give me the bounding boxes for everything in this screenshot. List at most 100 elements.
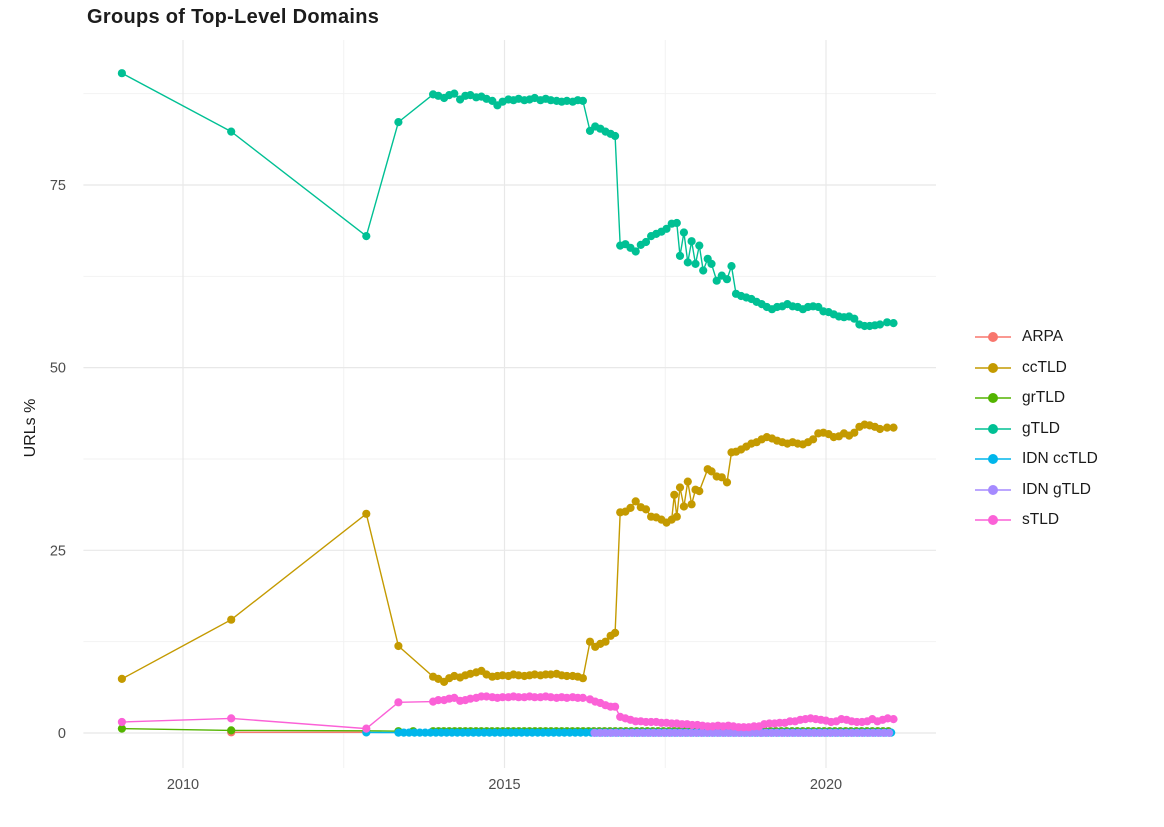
series-line [121, 423, 894, 683]
y-tick-label: 0 [58, 726, 66, 742]
data-point [394, 641, 403, 651]
legend-label: IDN ccTLD [1022, 450, 1098, 468]
legend-item-stld: sTLD [974, 505, 1098, 536]
x-tick-label: 2015 [488, 777, 520, 793]
data-point [672, 512, 681, 521]
data-point [675, 251, 685, 260]
data-point [707, 467, 716, 476]
series-stld [117, 692, 898, 733]
data-point [631, 497, 640, 506]
y-tick-label: 25 [50, 543, 66, 559]
legend-key-dot [988, 484, 998, 495]
data-point [875, 424, 885, 434]
data-point [611, 628, 620, 638]
data-point [562, 671, 572, 681]
data-point [530, 693, 539, 702]
data-point [362, 724, 371, 733]
legend-key-icon [975, 362, 1011, 373]
data-point [670, 490, 679, 499]
legend-label: sTLD [1022, 511, 1060, 529]
series-cctld [117, 420, 898, 687]
legend-key-icon [975, 393, 1011, 404]
data-point [691, 259, 700, 268]
legend-key-dot [988, 423, 998, 434]
data-point [672, 218, 681, 228]
data-point [883, 423, 892, 432]
legend-label: IDN gTLD [1022, 480, 1091, 498]
legend-item-arpa: ARPA [974, 322, 1098, 353]
data-point [362, 509, 371, 518]
data-point [885, 728, 894, 738]
data-point [498, 693, 507, 702]
data-point [699, 266, 708, 275]
data-point [683, 258, 692, 267]
data-point [227, 726, 236, 735]
data-point [850, 428, 859, 437]
data-point [727, 262, 736, 271]
legend-item-grtld: grTLD [974, 383, 1098, 414]
data-point [809, 435, 818, 444]
legend-item-idn-cctld: IDN ccTLD [974, 444, 1098, 475]
legend-item-cctld: ccTLD [974, 353, 1098, 384]
series-gtld [117, 69, 898, 331]
data-point [578, 96, 588, 105]
legend-key-icon [975, 515, 1011, 526]
data-point [578, 674, 588, 683]
data-point [695, 241, 704, 250]
data-point [722, 275, 732, 284]
data-point [227, 615, 236, 624]
data-point [117, 717, 126, 727]
data-point [631, 247, 640, 256]
data-point [450, 89, 459, 98]
data-point [675, 483, 685, 492]
data-point [434, 696, 443, 705]
data-point [662, 224, 671, 233]
data-point [683, 477, 692, 486]
data-point [227, 127, 236, 136]
legend-label: ARPA [1022, 328, 1064, 346]
legend-key-dot [988, 393, 998, 404]
y-tick-label: 75 [50, 178, 66, 194]
x-tick-label: 2020 [810, 777, 842, 793]
data-point [687, 237, 696, 246]
series-line [121, 72, 894, 327]
legend-key-dot [988, 515, 998, 526]
legend-label: ccTLD [1022, 358, 1067, 376]
data-point [889, 423, 898, 432]
data-point [722, 478, 732, 487]
legend-key-icon [975, 484, 1011, 495]
data-point [641, 237, 651, 247]
series-idn-gtld [590, 728, 894, 738]
data-point [687, 500, 696, 509]
legend-key-dot [988, 332, 998, 343]
data-point [394, 698, 403, 707]
data-point [889, 319, 898, 328]
data-point [601, 637, 610, 646]
data-point [695, 487, 704, 496]
data-point [611, 131, 620, 141]
legend-label: gTLD [1022, 419, 1060, 437]
legend-item-idn-gtld: IDN gTLD [974, 475, 1098, 506]
data-point [117, 724, 126, 733]
data-point [626, 503, 635, 512]
data-point [514, 693, 523, 702]
legend: ARPA ccTLD grTLD gTLD IDN ccTLD IDN gTLD… [974, 322, 1098, 536]
legend-item-gtld: gTLD [974, 414, 1098, 445]
data-point [578, 693, 588, 703]
data-point [712, 276, 721, 285]
legend-key-dot [988, 362, 998, 373]
series-arpa [227, 728, 371, 737]
data-point [883, 318, 892, 327]
legend-key-icon [975, 332, 1011, 343]
chart-title: Groups of Top-Level Domains [87, 6, 380, 28]
data-point [117, 69, 126, 78]
data-point [641, 505, 651, 514]
data-point [679, 502, 689, 511]
legend-key-dot [988, 454, 998, 465]
data-point [394, 118, 403, 127]
data-point [611, 702, 620, 711]
legend-key-icon [975, 454, 1011, 465]
data-point [585, 637, 595, 646]
